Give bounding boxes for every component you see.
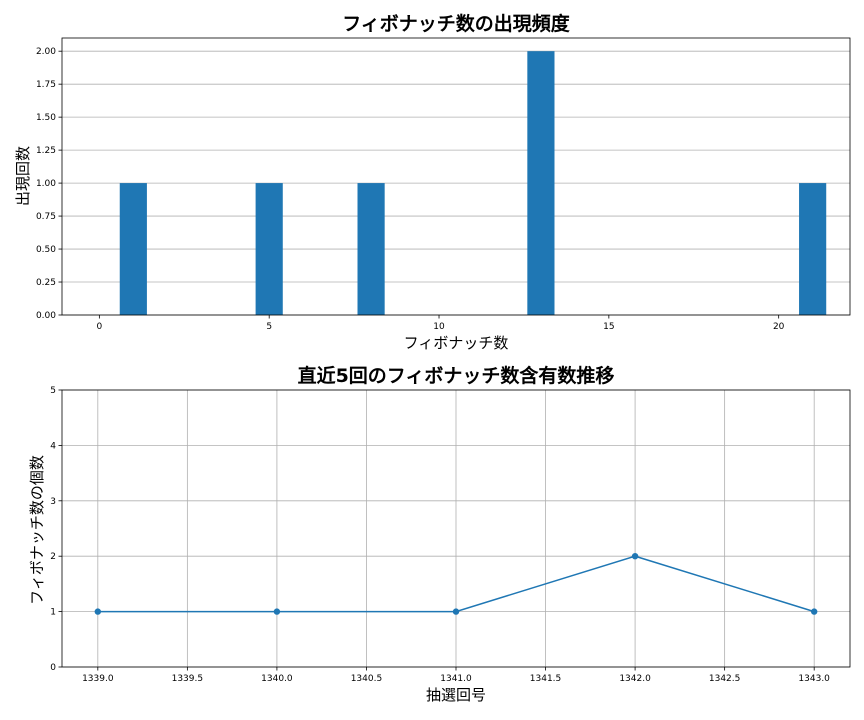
chart1-y-tick-label: 0.00 bbox=[36, 311, 56, 321]
chart1-x-ticks: 0 5 10 15 20 bbox=[96, 315, 785, 332]
chart2-title: 直近5回のフィボナッチ数含有数推移 bbox=[298, 364, 615, 387]
chart1-y-tick-label: 0.25 bbox=[36, 278, 56, 288]
chart1-x-tick-label: 15 bbox=[603, 322, 614, 332]
chart1-y-axis-label: 出現回数 bbox=[14, 146, 32, 206]
chart2-x-tick-label: 1340.5 bbox=[351, 674, 383, 684]
chart1-y-ticks: 0.00 0.25 0.50 0.75 1.00 1.25 1.50 1.75 2.00 bbox=[36, 47, 62, 321]
chart2-y-tick-label: 3 bbox=[50, 497, 56, 507]
chart1-x-tick-label: 10 bbox=[433, 322, 445, 332]
chart2-x-tick-label: 1341.0 bbox=[440, 674, 472, 684]
chart2-y-tick-label: 2 bbox=[50, 552, 56, 562]
chart1-x-tick-label: 0 bbox=[96, 322, 102, 332]
chart2-x-tick-label: 1341.5 bbox=[530, 674, 562, 684]
chart2-x-tick-label: 1340.0 bbox=[261, 674, 293, 684]
chart1-grid bbox=[62, 50, 850, 316]
chart2-x-ticks: 1339.0 1339.5 1340.0 1340.5 1341.0 1341.5 1342… bbox=[82, 667, 830, 684]
chart2-y-axis-label: フィボナッチ数の個数 bbox=[28, 455, 46, 605]
chart1-y-tick-label: 0.50 bbox=[36, 245, 56, 255]
bar-21 bbox=[799, 183, 827, 315]
point-1343 bbox=[810, 608, 818, 615]
chart2-x-axis-label: 抽選回号 bbox=[426, 686, 486, 704]
bar-13 bbox=[527, 51, 555, 315]
chart1-x-axis-label: フィボナッチ数 bbox=[404, 334, 509, 352]
chart2-axes-frame bbox=[61, 389, 851, 668]
point-1340 bbox=[273, 608, 281, 615]
bar-8 bbox=[357, 183, 385, 315]
chart2-x-tick-label: 1342.5 bbox=[709, 674, 741, 684]
chart1-y-tick-label: 1.00 bbox=[36, 179, 56, 189]
bar-1 bbox=[119, 183, 147, 315]
chart2-y-tick-label: 4 bbox=[50, 441, 56, 451]
bar-5 bbox=[255, 183, 283, 315]
chart1-bars bbox=[119, 51, 827, 315]
chart1-y-tick-label: 2.00 bbox=[36, 47, 56, 57]
chart1-axes-frame bbox=[61, 37, 851, 316]
chart2-x-tick-label: 1339.5 bbox=[172, 674, 204, 684]
chart1-y-tick-label: 0.75 bbox=[36, 212, 56, 222]
chart1-x-tick-label: 5 bbox=[266, 322, 272, 332]
chart2-y-tick-label: 5 bbox=[50, 386, 56, 396]
chart1-title: フィボナッチ数の出現頻度 bbox=[342, 12, 571, 35]
chart1-y-tick-label: 1.50 bbox=[36, 113, 56, 123]
chart1-y-tick-label: 1.75 bbox=[36, 80, 56, 90]
chart2-x-tick-label: 1343.0 bbox=[798, 674, 830, 684]
point-1342 bbox=[631, 553, 639, 560]
trend-line-chart: 直近5回のフィボナッチ数含有数推移 1339.0 1339.5 1340.0 1340… bbox=[28, 364, 851, 704]
chart1-y-tick-label: 1.25 bbox=[36, 146, 56, 156]
point-1341 bbox=[452, 608, 460, 615]
frequency-bar-chart: フィボナッチ数の出現頻度 0 5 10 15 20 0.00 0.25 0.50 0.75 1.… bbox=[14, 12, 851, 352]
chart2-y-ticks: 0 1 2 3 4 5 bbox=[50, 386, 62, 673]
chart2-x-tick-label: 1339.0 bbox=[82, 674, 114, 684]
chart1-x-tick-label: 20 bbox=[773, 322, 785, 332]
chart2-series bbox=[94, 553, 818, 615]
chart2-grid bbox=[62, 389, 850, 668]
chart2-x-tick-label: 1342.0 bbox=[619, 674, 651, 684]
chart2-y-tick-label: 0 bbox=[50, 663, 56, 673]
point-1339 bbox=[94, 608, 102, 615]
chart2-y-tick-label: 1 bbox=[50, 608, 56, 618]
